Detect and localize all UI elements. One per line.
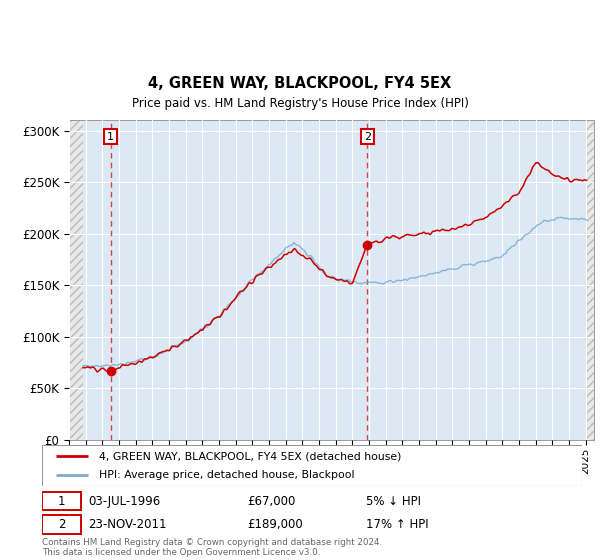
- Text: 2: 2: [58, 519, 65, 531]
- FancyBboxPatch shape: [42, 492, 81, 511]
- Text: 2: 2: [364, 132, 371, 142]
- Text: £67,000: £67,000: [247, 494, 296, 507]
- Text: £189,000: £189,000: [247, 519, 303, 531]
- Text: 23-NOV-2011: 23-NOV-2011: [88, 519, 166, 531]
- Bar: [587, 120, 594, 440]
- Text: 4, GREEN WAY, BLACKPOOL, FY4 5EX: 4, GREEN WAY, BLACKPOOL, FY4 5EX: [148, 76, 452, 91]
- Bar: [69, 120, 83, 440]
- Text: 17% ↑ HPI: 17% ↑ HPI: [366, 519, 428, 531]
- Text: 03-JUL-1996: 03-JUL-1996: [88, 494, 160, 507]
- FancyBboxPatch shape: [42, 445, 582, 486]
- Text: Contains HM Land Registry data © Crown copyright and database right 2024.
This d: Contains HM Land Registry data © Crown c…: [42, 538, 382, 557]
- Text: 4, GREEN WAY, BLACKPOOL, FY4 5EX (detached house): 4, GREEN WAY, BLACKPOOL, FY4 5EX (detach…: [99, 451, 401, 461]
- Text: HPI: Average price, detached house, Blackpool: HPI: Average price, detached house, Blac…: [99, 470, 354, 479]
- Text: Price paid vs. HM Land Registry's House Price Index (HPI): Price paid vs. HM Land Registry's House …: [131, 97, 469, 110]
- Text: 1: 1: [107, 132, 114, 142]
- Text: 5% ↓ HPI: 5% ↓ HPI: [366, 494, 421, 507]
- FancyBboxPatch shape: [42, 515, 81, 534]
- Text: 1: 1: [58, 494, 65, 507]
